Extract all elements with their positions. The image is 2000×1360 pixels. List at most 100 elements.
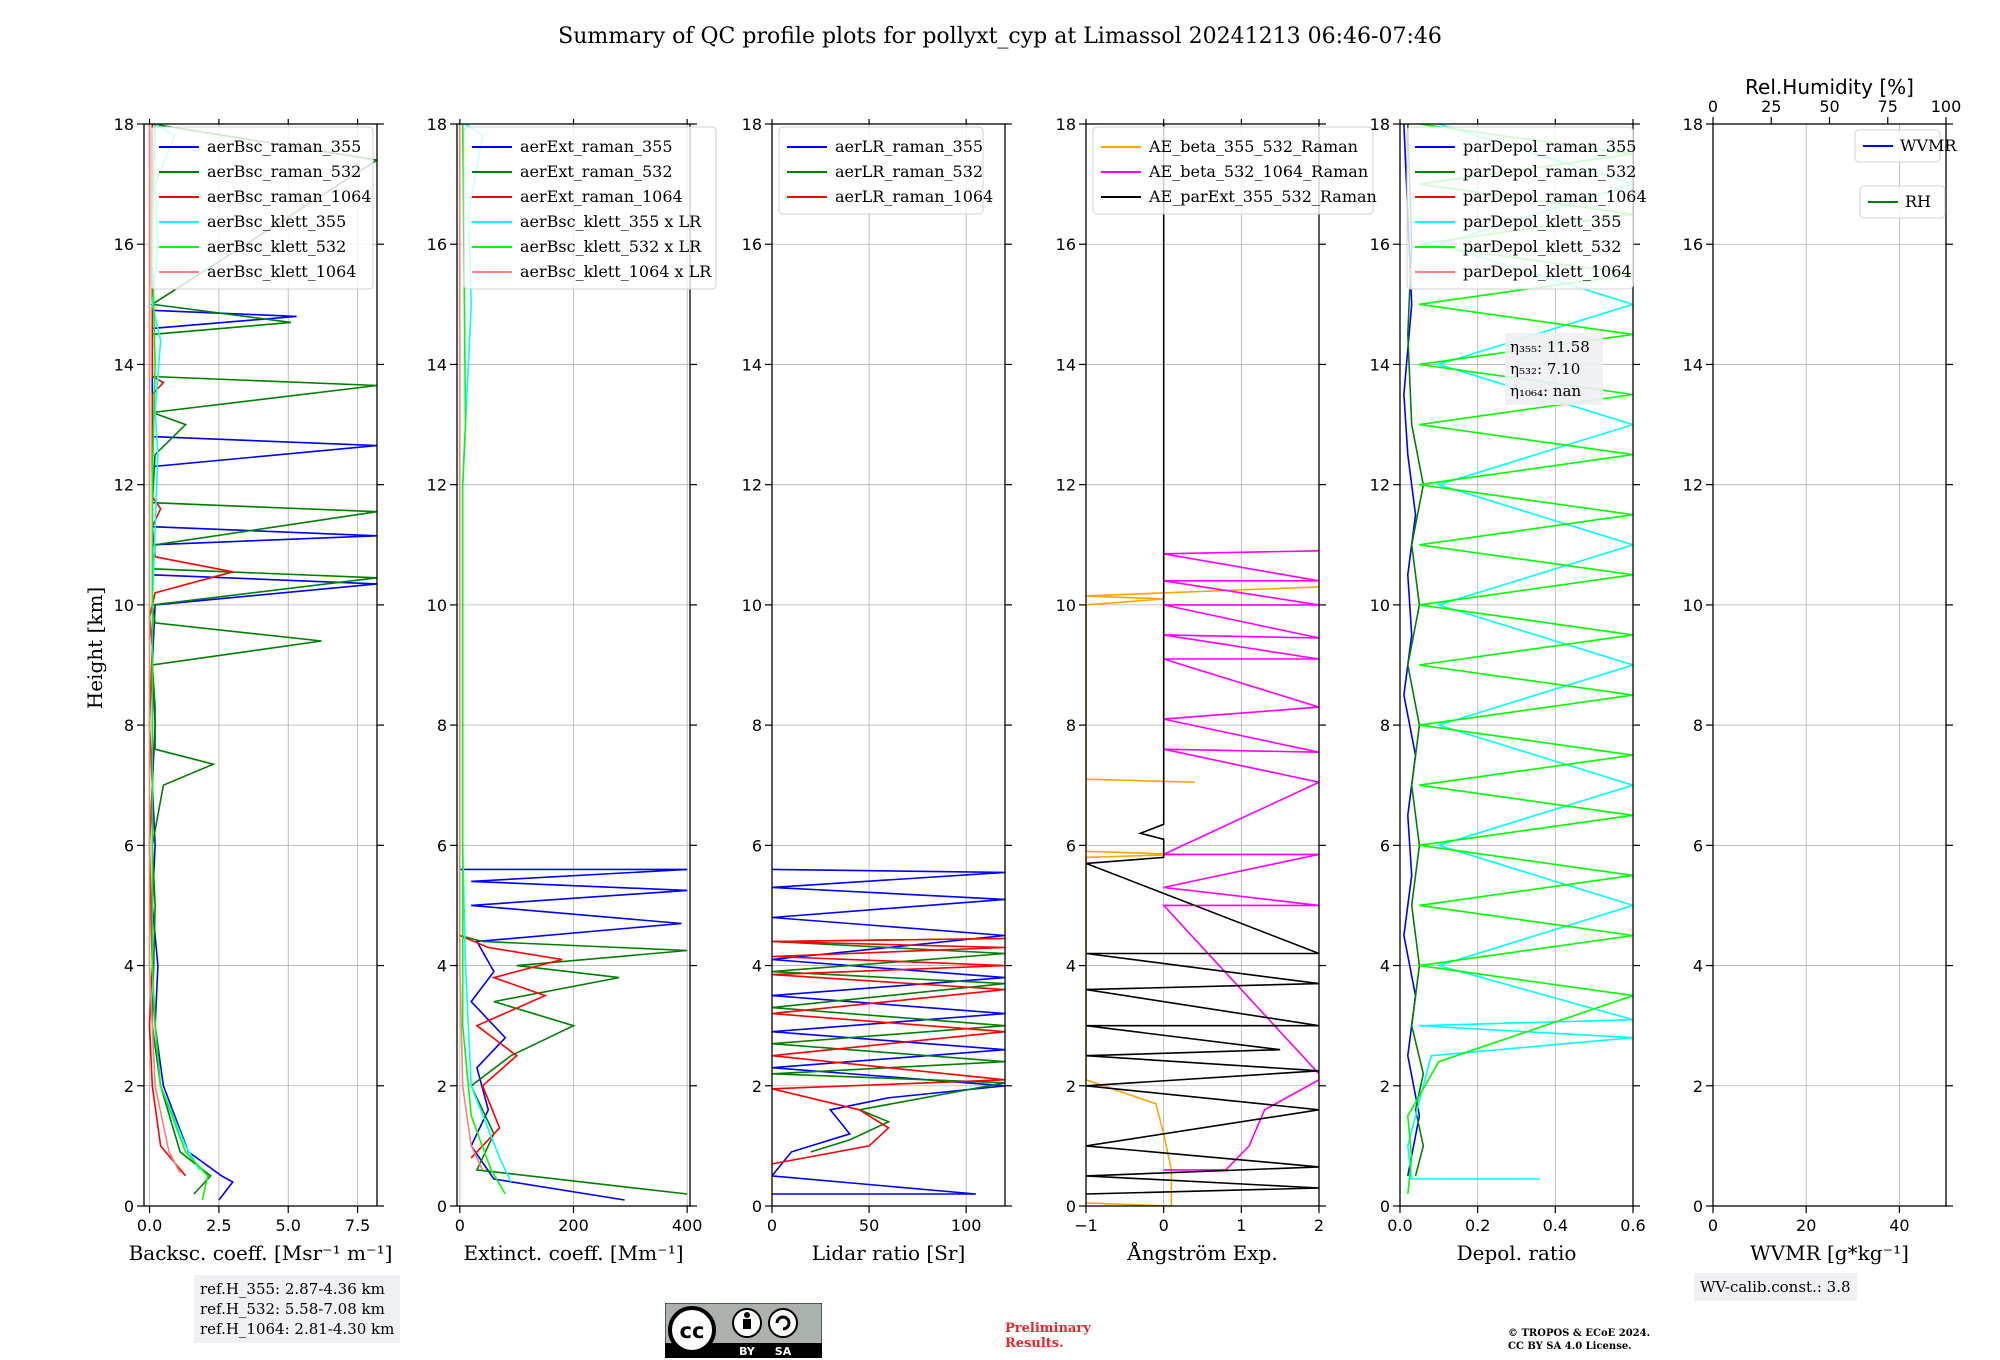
panel-frame (1085, 123, 1320, 1207)
series-group (1086, 124, 1319, 1206)
y-tick-label: 8 (1066, 716, 1076, 735)
y-tick-label: 2 (752, 1077, 762, 1096)
ref-height-note: ref.H_355: 2.87-4.36 km ref.H_532: 5.58-… (194, 1275, 401, 1343)
series-aerBsc_klett_1064 x LR (459, 124, 484, 1171)
eta-annotation: η₃₅₅: 11.58 (1510, 338, 1590, 356)
legend-entry: aerBsc_raman_532 (207, 162, 361, 181)
legend-entry: aerBsc_klett_355 x LR (520, 212, 702, 231)
x-tick-label: 7.5 (345, 1216, 370, 1235)
y-tick-label: 10 (742, 596, 762, 615)
cc-by-sa-badge-icon: cc BY SA (665, 1303, 822, 1358)
series-aerLR_raman_355 (772, 868, 1005, 1195)
legend-box (1854, 129, 1941, 163)
x-tick-label: 100 (951, 1216, 982, 1235)
legend-entry: aerBsc_klett_355 (207, 212, 346, 231)
panel-5: 0 2 4 6 8 10 12 14 16 18 0.0 0.2 0.4 0.6 Depol. ratio p… (1370, 115, 1647, 1265)
legend-entry: RH (1905, 192, 1931, 211)
x-axis-label: Ångström Exp. (1126, 1240, 1277, 1265)
series-aerExt_raman_355 (459, 868, 688, 1201)
ref-height-355: ref.H_355: 2.87-4.36 km (200, 1280, 385, 1298)
legend-entry: aerExt_raman_532 (520, 162, 673, 181)
y-tick-label: 2 (1380, 1077, 1390, 1096)
legend-entry: aerBsc_raman_1064 (207, 187, 372, 206)
y-tick-label: 6 (1066, 836, 1076, 855)
y-tick-label: 4 (1066, 957, 1076, 976)
legend-box (1859, 185, 1946, 219)
x-tick-label: 20 (1796, 1216, 1816, 1235)
legend-entry: AE_beta_355_532_Raman (1148, 137, 1358, 156)
series-aerExt_raman_1064 (459, 934, 563, 1159)
x-axis-label: WVMR [g*kg⁻¹] (1750, 1241, 1909, 1265)
y-tick-label: 14 (1683, 355, 1703, 374)
y-tick-label: 0 (1693, 1197, 1703, 1216)
legend-entry: parDepol_raman_355 (1463, 137, 1636, 156)
y-tick-label: 18 (1056, 115, 1076, 134)
series-group (772, 868, 1005, 1195)
license-sa: SA (775, 1345, 792, 1358)
series-AE_parExt_355_532_Raman (1086, 124, 1319, 1195)
panel-6: 0 2 4 6 8 10 12 14 16 18 0 20 40 0 25 50 75 100 Rel.Humidi… (1683, 75, 1962, 1265)
x-tick-label: 50 (859, 1216, 879, 1235)
y-tick-label: 6 (124, 836, 134, 855)
legend-entry: parDepol_klett_355 (1463, 212, 1621, 231)
legend-box (1406, 126, 1634, 290)
x-tick-label: 0.2 (1465, 1216, 1490, 1235)
x-tick-label: 0.0 (137, 1216, 162, 1235)
legend-entry: aerBsc_klett_532 x LR (520, 237, 702, 256)
x-tick-label: 0 (1159, 1216, 1169, 1235)
panel-1: 0 2 4 6 8 10 12 14 16 18 0.0 2.5 5.0 7.5 Backsc. coeff… (114, 115, 393, 1265)
ref-height-532: ref.H_532: 5.58-7.08 km (200, 1300, 385, 1318)
y-tick-label: 10 (427, 596, 447, 615)
y-tick-label: 4 (437, 957, 447, 976)
y-tick-label: 12 (427, 476, 447, 495)
preliminary-line-2: Results. (1005, 1336, 1064, 1351)
y-tick-label: 14 (114, 355, 134, 374)
legend-box (1092, 126, 1374, 215)
y-tick-label: 16 (114, 235, 134, 254)
y-tick-label: 0 (437, 1197, 447, 1216)
series-AE_beta_355_532_Raman (1086, 586, 1319, 1206)
legend-entry: parDepol_raman_532 (1463, 162, 1636, 181)
y-tick-label: 10 (1056, 596, 1076, 615)
legend-entry: WVMR (1900, 136, 1957, 155)
y-tick-label: 10 (1683, 596, 1703, 615)
eta-box (1505, 333, 1603, 405)
x-tick-label: 0.0 (1387, 1216, 1412, 1235)
x-tick-label: 0.6 (1620, 1216, 1645, 1235)
y-tick-label: 12 (742, 476, 762, 495)
top-x-tick-label: 100 (1931, 97, 1962, 116)
y-tick-label: 14 (742, 355, 762, 374)
legend: parDepol_raman_355 parDepol_raman_532 parD… (1406, 126, 1647, 290)
license-by: BY (739, 1345, 756, 1358)
panel-frame (771, 123, 1006, 1207)
y-tick-label: 8 (1693, 716, 1703, 735)
eta-annotation: η₁₀₆₄: nan (1510, 382, 1581, 400)
series-aerBsc_klett_532 (151, 124, 209, 1201)
legend-entry: parDepol_raman_1064 (1463, 187, 1647, 206)
legend-entry: AE_parExt_355_532_Raman (1148, 187, 1377, 206)
legend-entry: aerLR_raman_355 (835, 137, 983, 156)
y-tick-label: 18 (1370, 115, 1390, 134)
x-tick-label: 2 (1314, 1216, 1324, 1235)
legend-entry: aerLR_raman_532 (835, 162, 983, 181)
y-tick-label: 8 (437, 716, 447, 735)
x-axis-label: Backsc. coeff. [Msr⁻¹ m⁻¹] (129, 1241, 393, 1265)
y-tick-label: 8 (1380, 716, 1390, 735)
series-aerLR_raman_1064 (772, 937, 1005, 1165)
legend-entry: aerBsc_klett_532 (207, 237, 346, 256)
wv-calib-note: WV-calib.const.: 3.8 (1694, 1273, 1857, 1301)
legend-entry: parDepol_klett_1064 (1463, 262, 1632, 281)
y-tick-label: 2 (124, 1077, 134, 1096)
panel-frame (456, 123, 691, 1207)
y-tick-label: 2 (1693, 1077, 1703, 1096)
wv-calib-text: WV-calib.const.: 3.8 (1700, 1278, 1851, 1296)
legend-box (150, 126, 374, 290)
y-tick-label: 2 (1066, 1077, 1076, 1096)
y-tick-label: 16 (427, 235, 447, 254)
panel-3: 0 2 4 6 8 10 12 14 16 18 0 50 100 Lidar ratio [Sr] aer… (742, 115, 1012, 1265)
legend: aerBsc_raman_355 aerBsc_raman_532 aerBsc_r… (150, 126, 374, 290)
y-tick-label: 2 (437, 1077, 447, 1096)
x-tick-label: 2.5 (206, 1216, 231, 1235)
y-tick-label: 16 (1370, 235, 1390, 254)
y-tick-label: 10 (1370, 596, 1390, 615)
